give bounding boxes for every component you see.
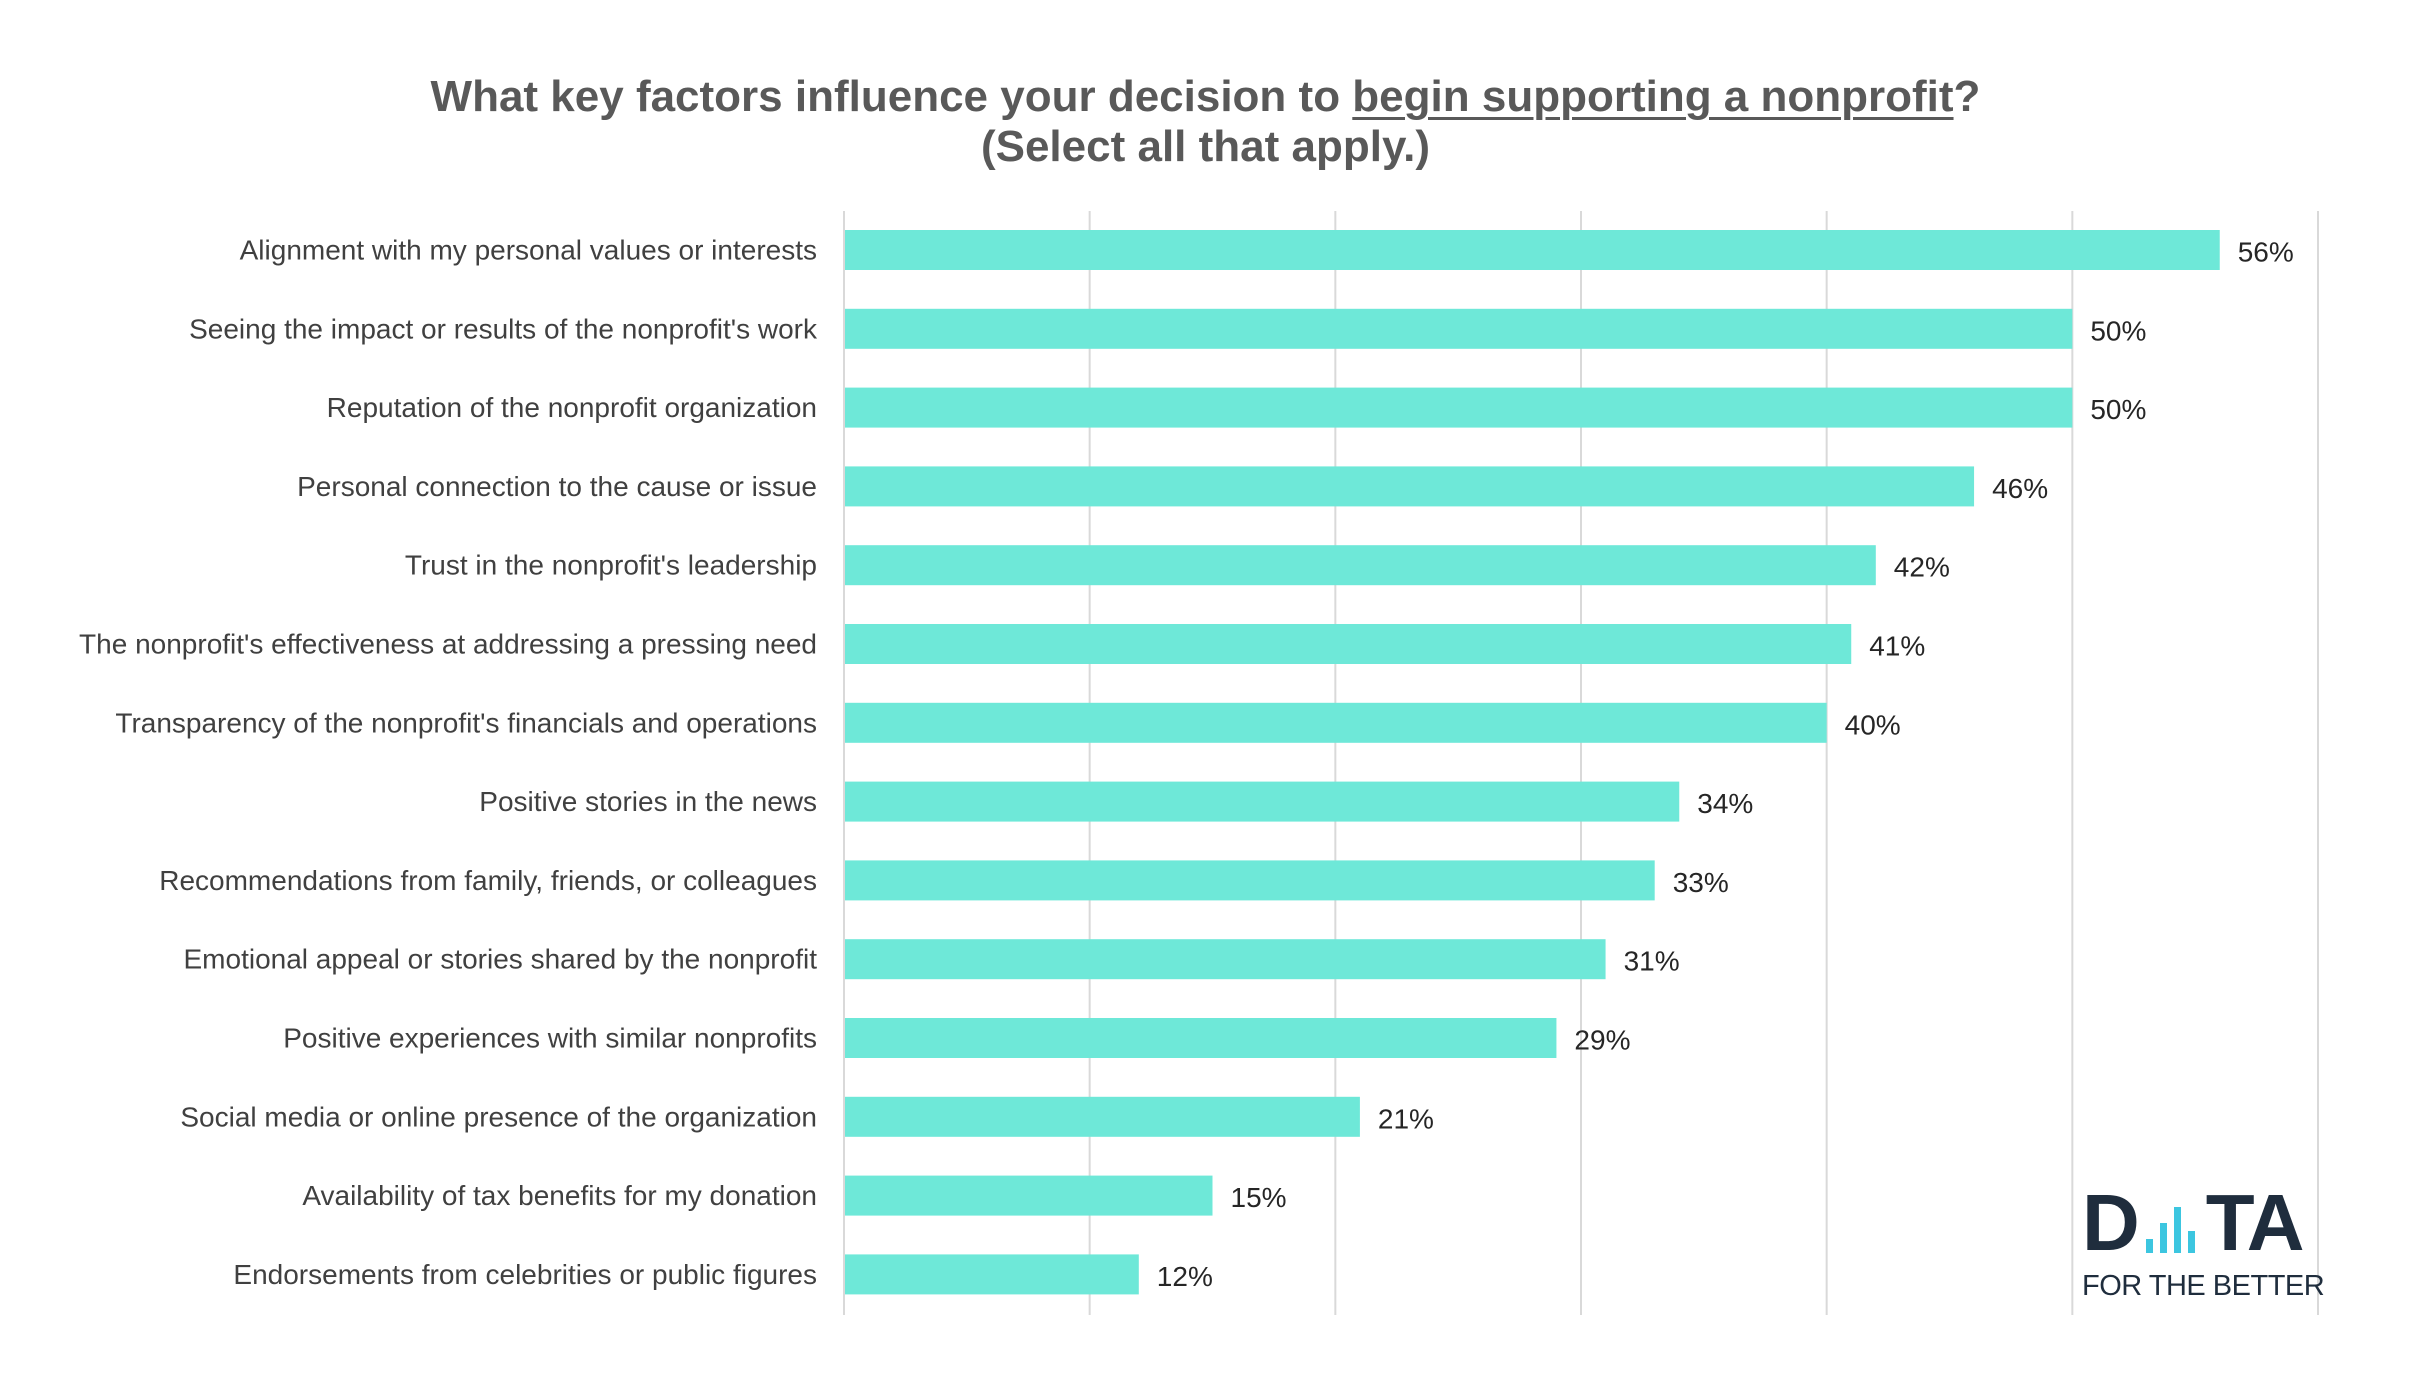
bar — [845, 624, 1852, 664]
title-suffix: ? — [1953, 72, 1981, 121]
category-label: Availability of tax benefits for my dona… — [302, 1180, 817, 1211]
logo-tagline: FOR THE BETTER — [2082, 1270, 2325, 1302]
bar — [845, 1096, 1360, 1137]
category-label: Social media or online presence of the o… — [180, 1101, 817, 1132]
value-label: 46% — [1992, 473, 2048, 504]
value-label: 29% — [1574, 1025, 1630, 1056]
category-label: Emotional appeal or stories shared by th… — [184, 944, 818, 975]
bar — [845, 702, 1827, 743]
bar — [845, 781, 1680, 822]
value-label: 50% — [2090, 315, 2146, 346]
bar — [845, 1175, 1213, 1216]
brand-logo: D TA FOR THE BETTER — [2082, 1178, 2325, 1303]
value-label: 15% — [1231, 1182, 1287, 1213]
category-label: Recommendations from family, friends, or… — [159, 865, 817, 896]
logo-text-left: D — [2082, 1178, 2140, 1267]
value-label: 34% — [1697, 788, 1753, 819]
category-label: Transparency of the nonprofit's financia… — [115, 707, 817, 738]
logo-wordmark: D TA — [2082, 1178, 2305, 1267]
title-underlined: begin supporting a nonprofit — [1352, 72, 1954, 121]
gridlines — [843, 211, 2319, 1315]
value-label: 42% — [1894, 552, 1950, 583]
value-label: 33% — [1673, 867, 1729, 898]
value-label: 56% — [2238, 237, 2294, 268]
chart-title-line-1: What key factors influence your decision… — [0, 72, 2411, 122]
bar-chart-icon — [2140, 1193, 2204, 1253]
bar — [845, 1254, 1139, 1295]
logo-bar — [2159, 1223, 2167, 1253]
bar — [845, 230, 2220, 270]
value-label: 12% — [1157, 1261, 1213, 1292]
category-label: Alignment with my personal values or int… — [240, 235, 817, 266]
logo-bar — [2173, 1207, 2181, 1253]
value-label: 40% — [1845, 709, 1901, 740]
value-label: 21% — [1378, 1103, 1434, 1134]
title-prefix: What key factors influence your decision… — [430, 72, 1353, 121]
logo-bar — [2187, 1231, 2195, 1253]
category-label: Trust in the nonprofit's leadership — [405, 550, 817, 581]
category-label: Seeing the impact or results of the nonp… — [189, 313, 818, 344]
logo-text-right: TA — [2205, 1178, 2305, 1267]
category-label: Personal connection to the cause or issu… — [297, 471, 817, 502]
value-label: 41% — [1869, 631, 1925, 662]
category-label: The nonprofit's effectiveness at address… — [79, 629, 817, 660]
value-label: 31% — [1624, 946, 1680, 977]
bar — [845, 387, 2073, 428]
logo-bar — [2145, 1239, 2153, 1253]
chart-title: What key factors influence your decision… — [0, 72, 2411, 172]
bar — [845, 545, 1876, 586]
category-label: Positive experiences with similar nonpro… — [283, 1023, 817, 1054]
category-label: Positive stories in the news — [479, 786, 817, 817]
bar — [845, 1018, 1557, 1058]
bar — [845, 466, 1975, 507]
bars — [845, 230, 2220, 1295]
value-labels: 56% 50% 50% 46% 42% 41% 40% 34% 33% 31% 29% 21% 15% 1… — [1157, 237, 2294, 1292]
category-label: Endorsements from celebrities or public … — [233, 1259, 817, 1290]
value-label: 50% — [2090, 394, 2146, 425]
category-label: Reputation of the nonprofit organization — [327, 392, 817, 423]
category-labels: Alignment with my personal values or int… — [79, 235, 818, 1290]
bar — [845, 860, 1655, 901]
chart-title-line-2: (Select all that apply.) — [980, 122, 1431, 171]
bar — [845, 939, 1606, 980]
bar — [845, 308, 2073, 349]
